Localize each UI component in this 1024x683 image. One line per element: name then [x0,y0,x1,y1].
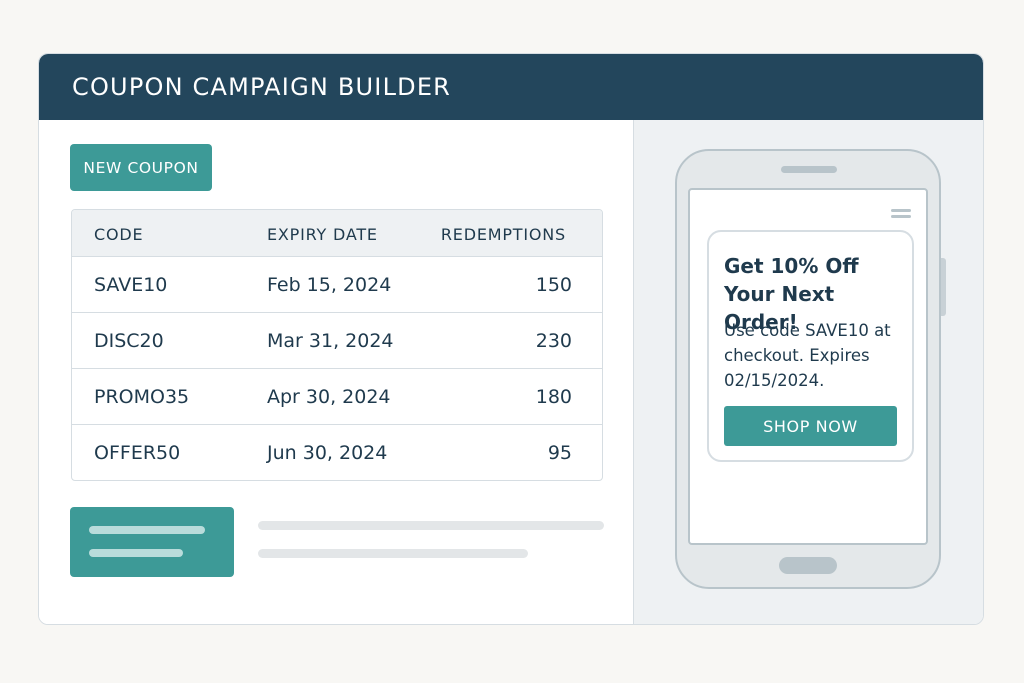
expiry-date: Feb 15, 2024 [267,274,392,296]
redemption-count: 95 [547,442,572,464]
table-row[interactable]: DISC20 Mar 31, 2024 230 [72,313,602,369]
placeholder-line [258,549,528,558]
redemption-count: 230 [535,330,572,352]
column-header-redemptions[interactable]: REDEMPTIONS [440,225,566,244]
phone-mockup: Get 10% Off Your Next Order! Use code SA… [675,149,946,589]
summary-card-placeholder[interactable] [70,507,234,577]
new-coupon-button[interactable]: NEW COUPON [70,144,212,191]
placeholder-line [89,549,183,557]
column-header-expiry[interactable]: EXPIRY DATE [267,225,378,244]
shop-now-button[interactable]: SHOP NOW [724,406,897,446]
table-row[interactable]: OFFER50 Jun 30, 2024 95 [72,425,602,480]
app-title: COUPON CAMPAIGN BUILDER [72,73,452,101]
mobile-preview-pane: Get 10% Off Your Next Order! Use code SA… [633,120,983,624]
column-header-code[interactable]: CODE [94,225,144,244]
coupon-code: DISC20 [94,330,164,352]
table-header: CODE EXPIRY DATE REDEMPTIONS [72,210,602,257]
coupon-code: PROMO35 [94,386,190,408]
expiry-date: Mar 31, 2024 [267,330,394,352]
redemption-count: 150 [535,274,572,296]
menu-icon[interactable] [891,209,911,219]
coupon-table: CODE EXPIRY DATE REDEMPTIONS SAVE10 Feb … [71,209,603,481]
expiry-date: Apr 30, 2024 [267,386,391,408]
phone-screen: Get 10% Off Your Next Order! Use code SA… [688,188,928,545]
preview-headline: Get 10% Off Your Next Order! [724,254,859,334]
redemption-count: 180 [535,386,572,408]
table-row[interactable]: PROMO35 Apr 30, 2024 180 [72,369,602,425]
placeholder-line [89,526,205,534]
app-window: COUPON CAMPAIGN BUILDER NEW COUPON CODE … [38,53,984,625]
coupon-editor-pane: NEW COUPON CODE EXPIRY DATE REDEMPTIONS … [39,120,633,624]
placeholder-line [258,521,604,530]
phone-speaker [781,166,837,173]
coupon-code: OFFER50 [94,442,181,464]
phone-side-button [941,258,946,316]
coupon-preview-card: Get 10% Off Your Next Order! Use code SA… [707,230,914,462]
coupon-code: SAVE10 [94,274,168,296]
preview-body: Use code SAVE10 at checkout. Expires 02/… [724,321,891,390]
table-row[interactable]: SAVE10 Feb 15, 2024 150 [72,257,602,313]
expiry-date: Jun 30, 2024 [267,442,388,464]
header-bar: COUPON CAMPAIGN BUILDER [39,54,983,120]
phone-home-button [779,557,837,574]
